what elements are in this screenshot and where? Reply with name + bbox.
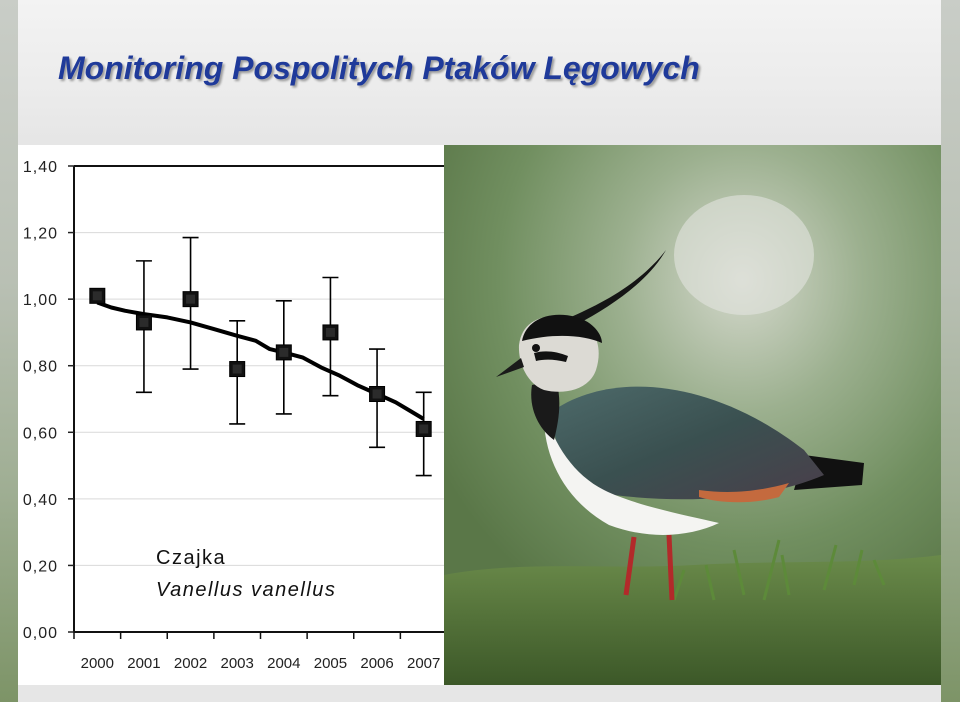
bird-leg-left	[623, 536, 637, 596]
bird-wing	[553, 386, 824, 500]
bird-belly	[543, 410, 719, 535]
data-point-marker-inner	[232, 364, 242, 374]
bokeh-highlight	[674, 195, 814, 315]
lapwing-bird	[496, 250, 864, 601]
x-tick-label: 2004	[267, 655, 300, 672]
lapwing-photo	[444, 145, 941, 685]
data-point-marker-inner	[279, 347, 289, 357]
bird-undertail	[699, 483, 789, 503]
data-point-marker-inner	[419, 424, 429, 434]
data-point-marker-inner	[92, 291, 102, 301]
x-tick-label: 2003	[221, 655, 254, 672]
bird-eye	[532, 344, 540, 352]
data-point-marker-inner	[139, 317, 149, 327]
y-tick-label: 0,80	[23, 359, 58, 376]
grass-ground	[444, 555, 941, 685]
bird-beak	[496, 358, 524, 377]
bird-breast	[531, 380, 560, 440]
y-tick-label: 1,00	[23, 292, 58, 309]
bird-cap	[522, 314, 602, 343]
chart-panel	[18, 145, 444, 685]
data-point-marker-inner	[372, 389, 382, 399]
grass-blades	[672, 539, 886, 601]
lapwing-illustration	[444, 145, 941, 685]
x-tick-label: 2005	[314, 655, 347, 672]
slide-title: Monitoring Pospolitych Ptaków Lęgowych	[58, 50, 700, 86]
bird-eye-stripe	[534, 351, 568, 362]
y-tick-label: 0,20	[23, 558, 58, 575]
y-tick-label: 0,60	[23, 425, 58, 442]
x-tick-label: 2006	[360, 655, 393, 672]
species-latin-name: Vanellus vanellus	[156, 579, 336, 601]
y-tick-label: 1,40	[23, 159, 58, 176]
species-common-name: Czajka	[156, 547, 226, 569]
x-tick-label: 2001	[127, 655, 160, 672]
y-tick-label: 0,00	[23, 625, 58, 642]
x-tick-label: 2002	[174, 655, 207, 672]
data-point-marker-inner	[186, 294, 196, 304]
x-tick-label: 2000	[81, 655, 114, 672]
bird-leg-right	[666, 534, 675, 601]
y-tick-label: 1,20	[23, 226, 58, 243]
y-tick-label: 0,40	[23, 492, 58, 509]
data-point-marker-inner	[325, 327, 335, 337]
x-tick-label: 2007	[407, 655, 440, 672]
